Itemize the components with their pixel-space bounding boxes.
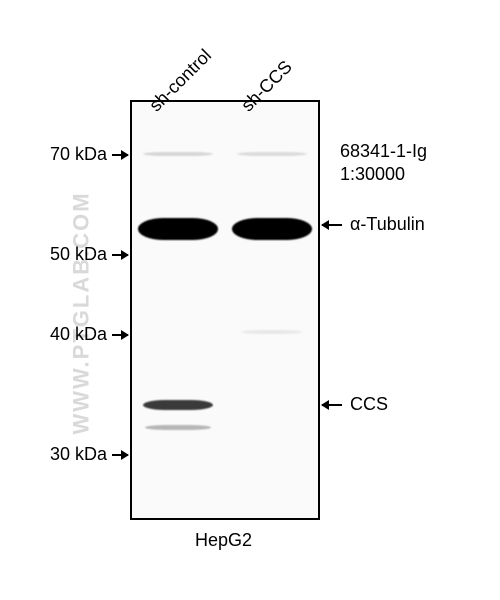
blot-band <box>138 218 218 240</box>
blot-band <box>143 400 213 410</box>
antibody-dilution: 1:30000 <box>340 164 405 184</box>
band-label-tubulin: α-Tubulin <box>350 214 425 235</box>
blot-membrane-box <box>130 100 320 520</box>
mw-arrow-70 <box>112 154 128 156</box>
blot-band <box>237 152 307 156</box>
antibody-catalog: 68341-1-Ig <box>340 141 427 161</box>
band-arrow-ccs <box>322 404 342 406</box>
mw-arrow-40 <box>112 334 128 336</box>
mw-label-30: 30 kDa <box>50 444 107 465</box>
mw-label-50: 50 kDa <box>50 244 107 265</box>
antibody-info: 68341-1-Ig 1:30000 <box>340 140 427 187</box>
blot-band <box>143 152 213 156</box>
blot-band <box>232 218 312 240</box>
western-blot-figure: WWW.PTGLAB.COM sh-control sh-CCS 70 kDa … <box>0 0 500 600</box>
cell-line-label: HepG2 <box>195 530 252 551</box>
band-label-ccs: CCS <box>350 394 388 415</box>
mw-label-40: 40 kDa <box>50 324 107 345</box>
blot-band <box>242 330 302 334</box>
watermark-text: WWW.PTGLAB.COM <box>69 191 95 434</box>
mw-arrow-50 <box>112 254 128 256</box>
mw-label-70: 70 kDa <box>50 144 107 165</box>
blot-band <box>145 425 211 430</box>
band-arrow-tubulin <box>322 224 342 226</box>
mw-arrow-30 <box>112 454 128 456</box>
